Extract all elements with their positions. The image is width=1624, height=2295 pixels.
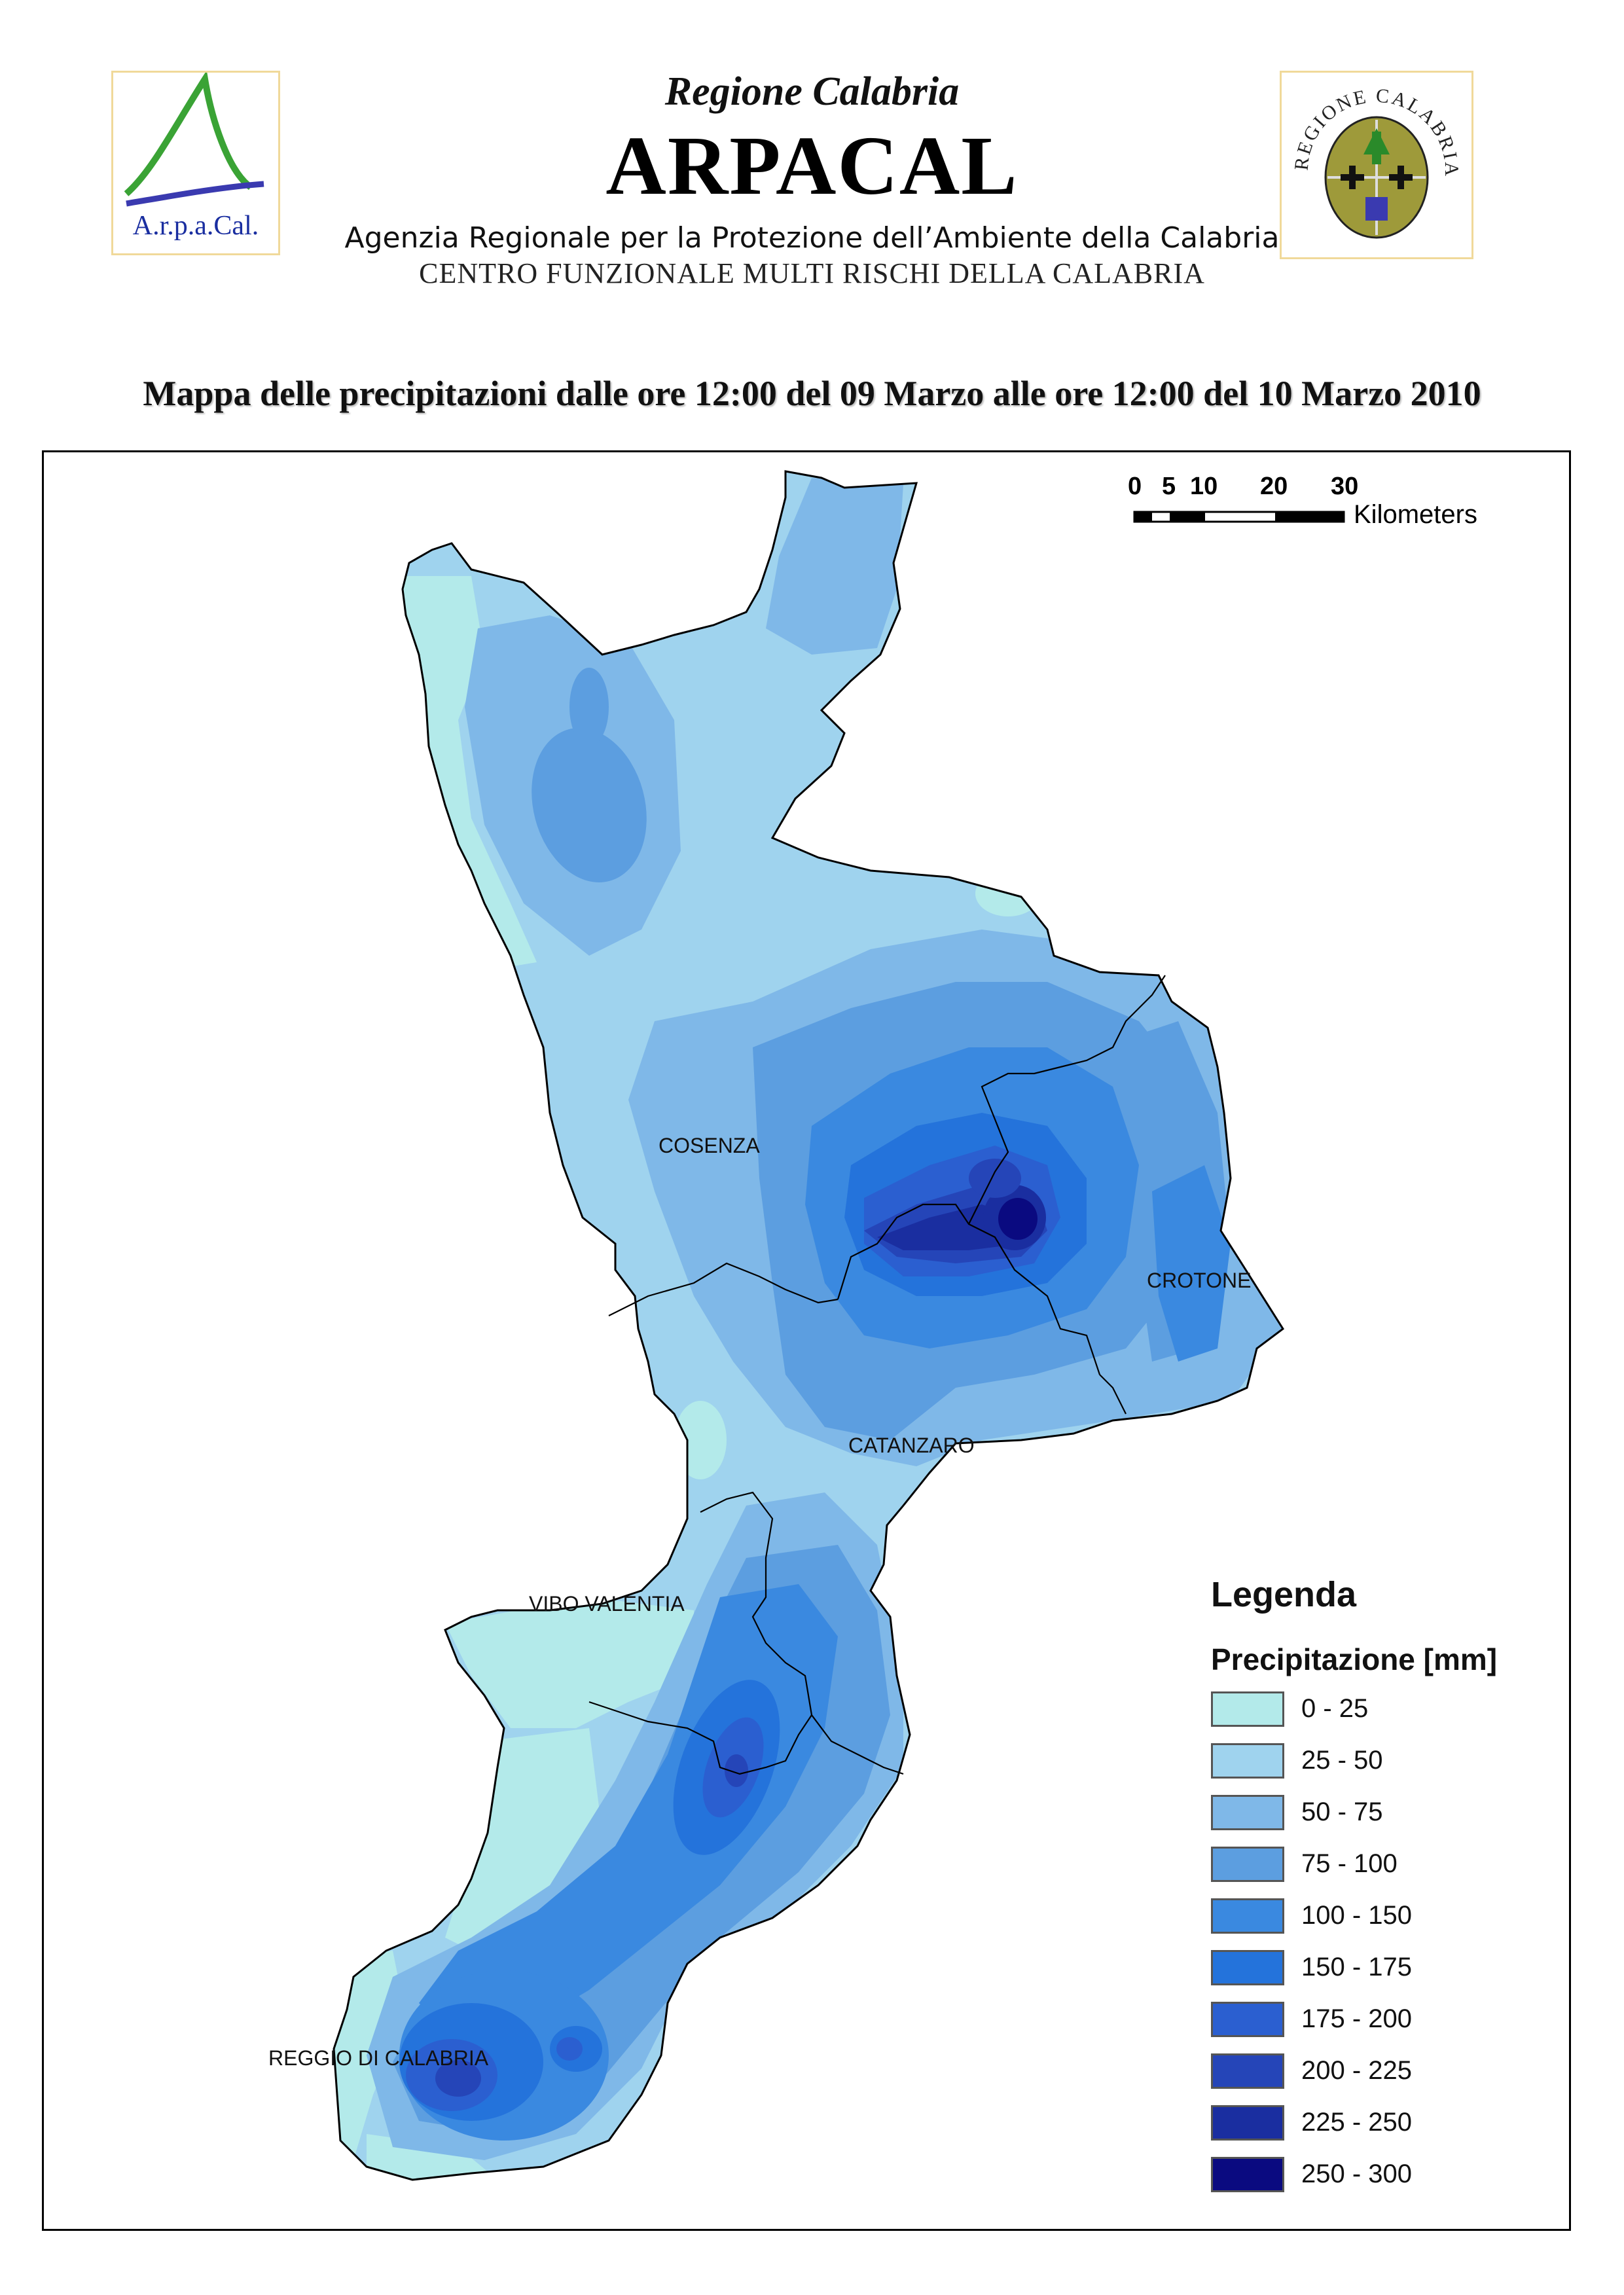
city-label-cosenza: COSENZA <box>659 1134 760 1157</box>
arpacal-logo-graphic <box>124 70 264 207</box>
legend-swatch <box>1211 1795 1284 1830</box>
legend-label: 225 - 250 <box>1301 2108 1413 2137</box>
legend-label: 250 - 300 <box>1301 2159 1413 2188</box>
legend-label: 175 - 200 <box>1301 2004 1413 2033</box>
legend-item: 150 - 175 <box>1211 1950 1525 1987</box>
scale-tick-5: 5 <box>1162 473 1176 500</box>
agency-acronym: ARPACAL <box>605 119 1019 212</box>
legend-swatch <box>1211 1847 1284 1882</box>
centre-name: CENTRO FUNZIONALE MULTI RISCHI DELLA CAL… <box>419 257 1205 289</box>
legend-item: 100 - 150 <box>1211 1898 1525 1935</box>
legend-label: 100 - 150 <box>1301 1901 1413 1930</box>
legend-swatch <box>1211 1898 1284 1934</box>
scale-tick-0: 0 <box>1128 473 1142 500</box>
regione-calabria-seal: REGIONE CALABRIA <box>1280 71 1473 259</box>
scale-tick-10: 10 <box>1190 473 1218 500</box>
legend-swatch <box>1211 1691 1284 1727</box>
legend-item: 250 - 300 <box>1211 2157 1525 2194</box>
legend-label: 200 - 225 <box>1301 2056 1413 2085</box>
city-label-crotone: CROTONE <box>1147 1269 1252 1292</box>
scale-unit: Kilometers <box>1354 500 1477 529</box>
region-name: Regione Calabria <box>664 69 960 114</box>
city-label-catanzaro: CATANZARO <box>848 1434 975 1457</box>
arpacal-logo: A.r.p.a.Cal. <box>111 70 280 255</box>
map-title: Mappa delle precipitazioni dalle ore 12:… <box>143 374 1481 413</box>
legend-swatch <box>1211 1743 1284 1779</box>
arpacal-logo-text: A.r.p.a.Cal. <box>132 211 259 241</box>
legend-swatch <box>1211 2157 1284 2192</box>
scale-bar <box>1133 511 1345 523</box>
legend-item: 50 - 75 <box>1211 1795 1525 1832</box>
city-label-reggio-di-calabria: REGGIO DI CALABRIA <box>268 2046 489 2070</box>
scale-tick-20: 20 <box>1260 473 1288 500</box>
legend-item: 0 - 25 <box>1211 1691 1525 1728</box>
legend-title: Legenda <box>1211 1575 1357 1614</box>
legend-item: 200 - 225 <box>1211 2053 1525 2090</box>
legend-swatch <box>1211 2053 1284 2089</box>
legend-swatch <box>1211 2002 1284 2037</box>
legend-subtitle: Precipitazione [mm] <box>1211 1642 1498 1676</box>
legend-label: 75 - 100 <box>1301 1849 1398 1878</box>
legend-item: 175 - 200 <box>1211 2002 1525 2038</box>
legend-swatch <box>1211 2105 1284 2141</box>
legend-label: 25 - 50 <box>1301 1746 1383 1775</box>
legend-label: 150 - 175 <box>1301 1953 1413 1981</box>
legend-label: 0 - 25 <box>1301 1694 1369 1723</box>
legend-label: 50 - 75 <box>1301 1798 1383 1826</box>
legend-item: 75 - 100 <box>1211 1847 1525 1883</box>
city-label-vibo-valentia: VIBO VALENTIA <box>529 1592 685 1616</box>
agency-full-name: Agenzia Regionale per la Protezione dell… <box>344 221 1280 255</box>
legend-item: 225 - 250 <box>1211 2105 1525 2142</box>
legend-swatch <box>1211 1950 1284 1985</box>
regione-calabria-seal-graphic: REGIONE CALABRIA <box>1291 84 1460 239</box>
scale-tick-30: 30 <box>1331 473 1359 500</box>
map-frame <box>42 450 1571 2231</box>
legend-item: 25 - 50 <box>1211 1743 1525 1780</box>
